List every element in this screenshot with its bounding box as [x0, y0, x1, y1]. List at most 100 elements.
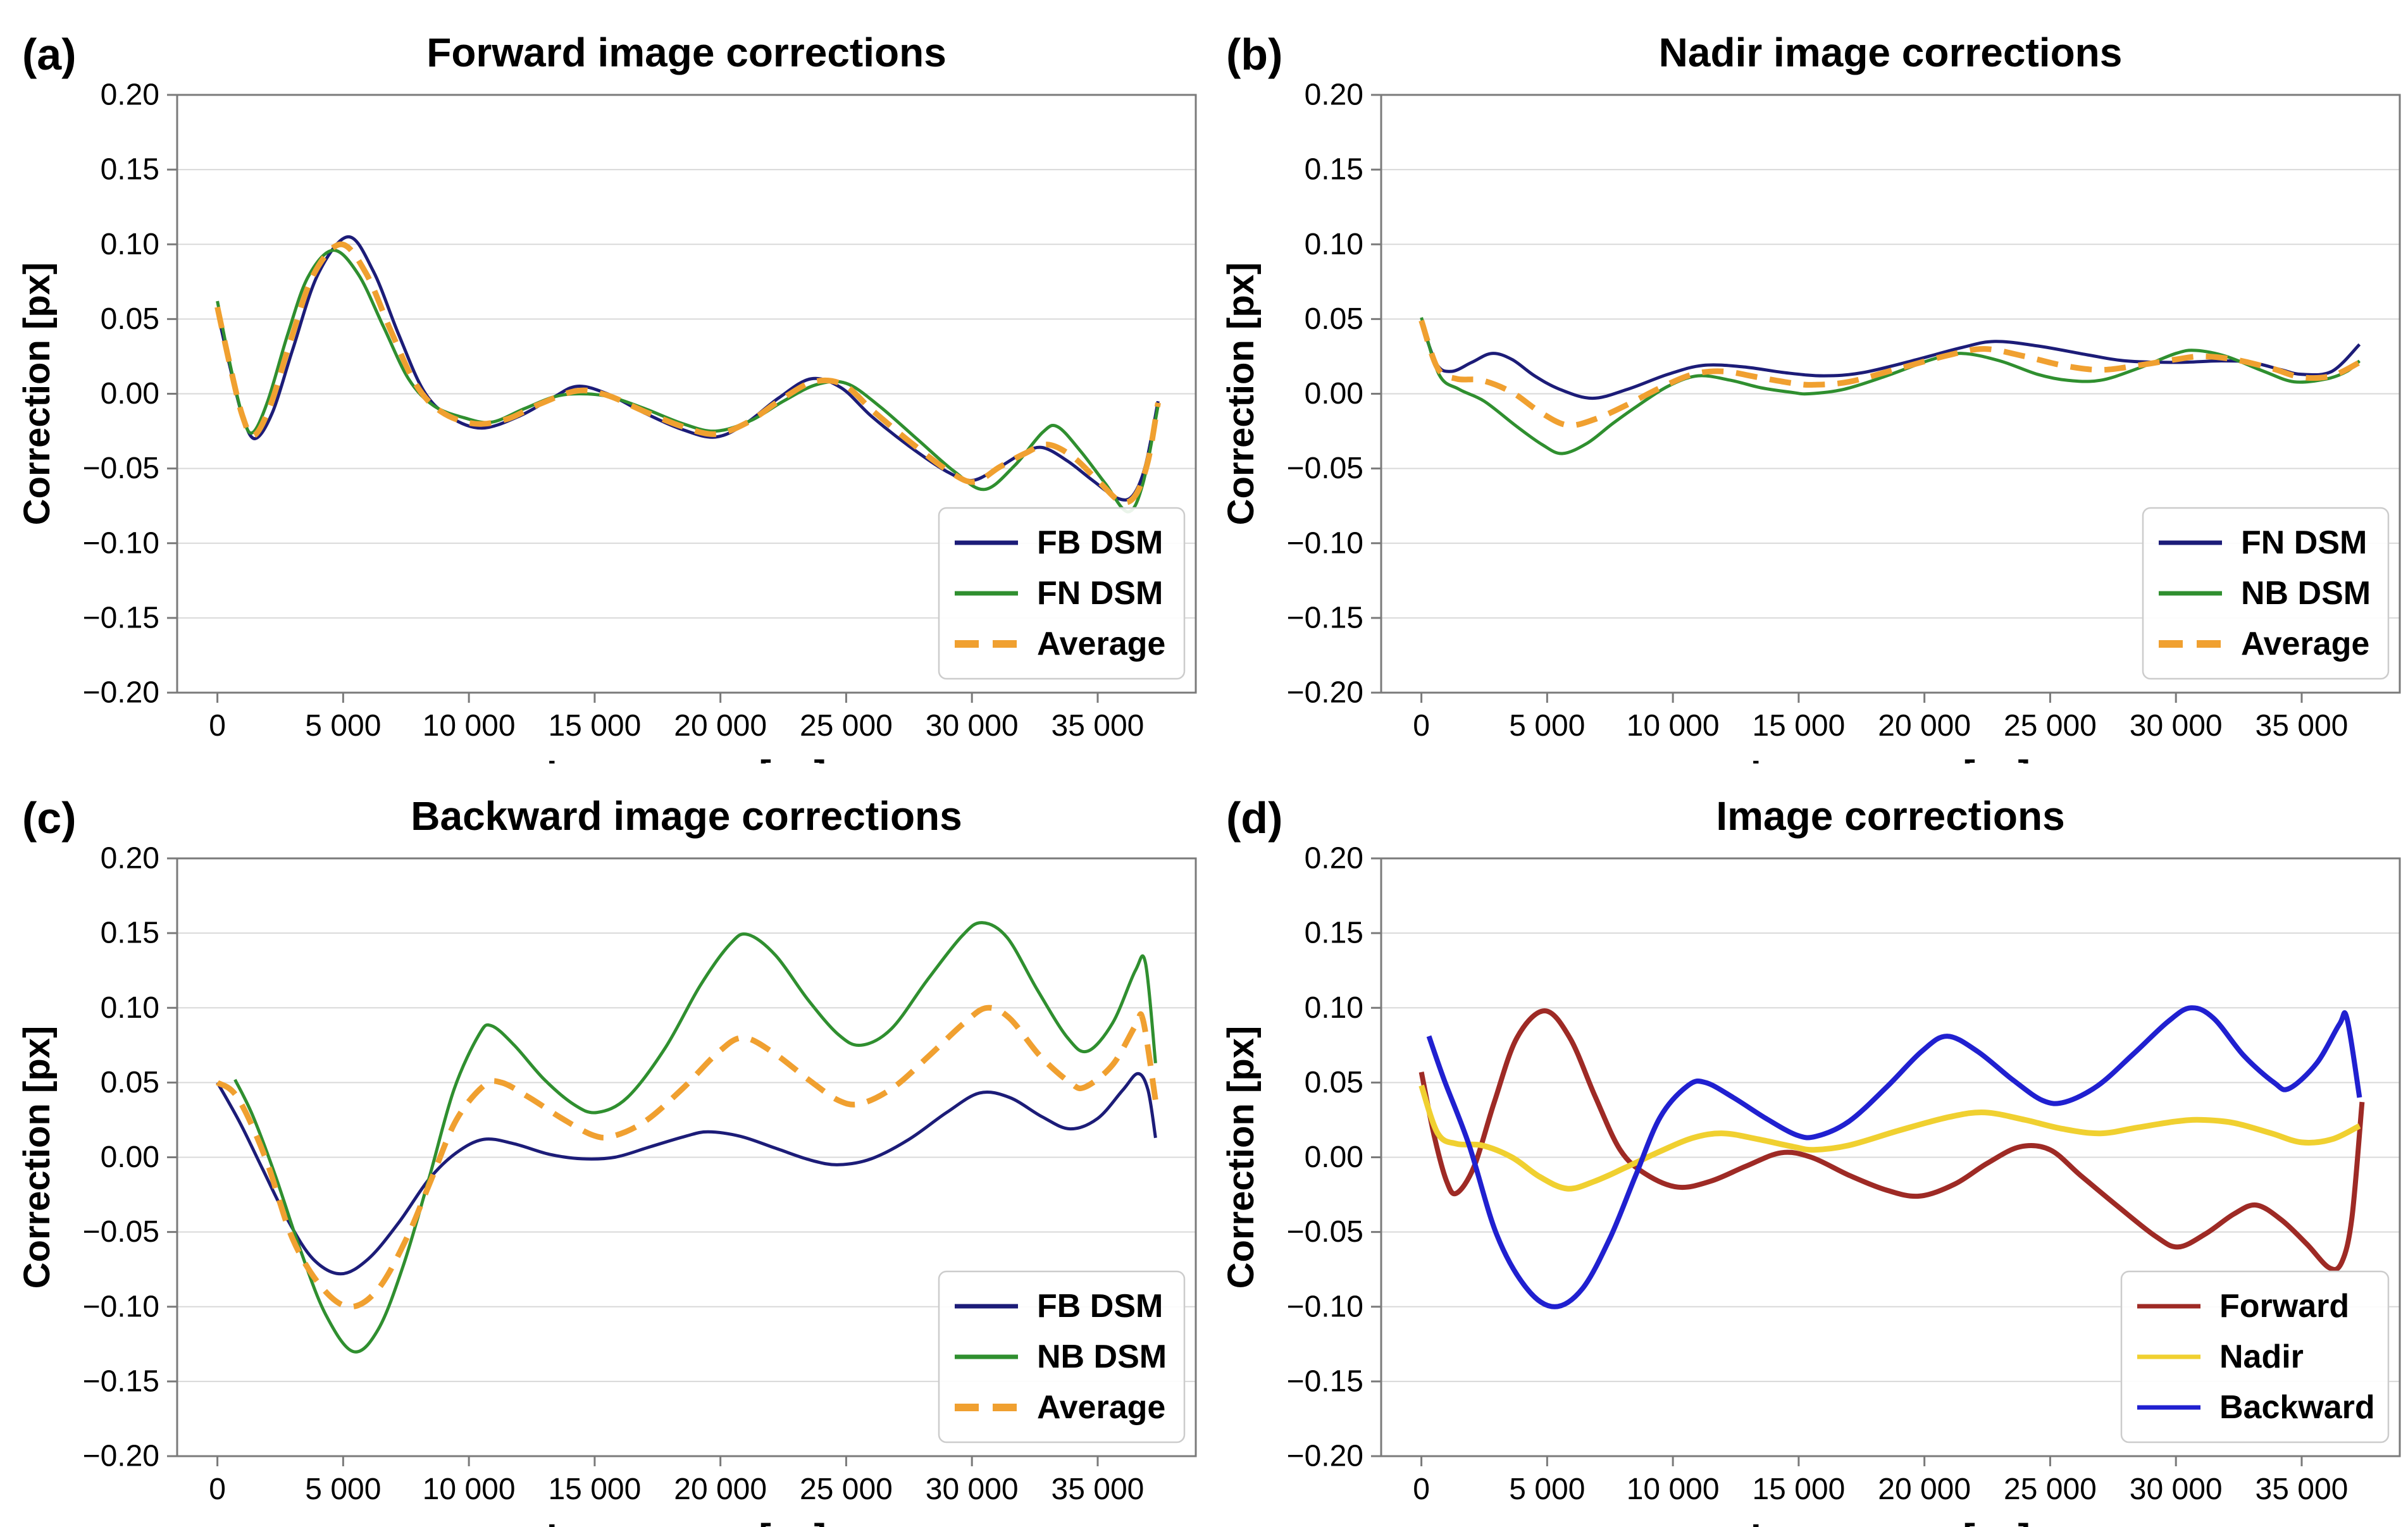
legend-label: Average: [2241, 626, 2369, 662]
x-tick-label: 30 000: [926, 709, 1019, 743]
x-tick-label: 5 000: [1509, 1473, 1585, 1506]
x-tick-label: 30 000: [926, 1473, 1019, 1506]
y-tick-label: −0.15: [83, 601, 159, 634]
x-tick-label: 35 000: [2256, 709, 2349, 743]
y-tick-label: 0.15: [101, 153, 159, 187]
y-axis-label: Correction [px]: [1220, 263, 1262, 526]
legend-label: Nadir: [2219, 1338, 2304, 1375]
y-tick-label: −0.15: [83, 1364, 159, 1398]
panel-a-forward-corrections: 0 5 000 10 000 15 000 20 000 25 000 30 000 35 0…: [0, 0, 1204, 764]
legend-label: Forward: [2219, 1288, 2349, 1325]
y-tick-label: 0.00: [1305, 1141, 1363, 1174]
legend: FB DSM NB DSM Average: [938, 1270, 1186, 1444]
chart-title: Forward image corrections: [426, 30, 946, 75]
y-tick-label: −0.20: [1287, 1440, 1363, 1473]
x-tick-label: 5 000: [305, 1473, 381, 1506]
series-line-fn-dsm: [216, 249, 1160, 514]
y-tick-label: 0.10: [101, 228, 159, 261]
x-tick-label: 35 000: [2256, 1473, 2349, 1506]
y-tick-label: 0.05: [1305, 302, 1363, 336]
series-line-average: [214, 241, 1161, 505]
y-tick-label: 0.00: [101, 1141, 159, 1174]
legend-box: [938, 507, 1186, 680]
y-axis-label: Correction [px]: [16, 1026, 58, 1289]
series-line-nadir: [1418, 1084, 2361, 1192]
x-tick-label: 25 000: [800, 1473, 893, 1506]
x-tick-label: 20 000: [1878, 709, 1971, 743]
series-line-average: [215, 1005, 1158, 1310]
y-tick-label: 0.15: [101, 917, 159, 950]
panel-tag: (a): [22, 30, 77, 79]
legend-label: FN DSM: [1037, 575, 1163, 612]
y-tick-label: −0.15: [1287, 1364, 1363, 1398]
x-tick-label: 10 000: [423, 1473, 516, 1506]
x-tick-label: 20 000: [674, 1473, 767, 1506]
chart-title: Backward image corrections: [411, 793, 962, 839]
legend: FN DSM NB DSM Average: [2142, 507, 2390, 680]
x-tick-label: 10 000: [1627, 709, 1720, 743]
legend-box: [2142, 507, 2390, 680]
series-line-fn-dsm: [1420, 321, 2361, 400]
y-tick-label: 0.20: [1305, 78, 1363, 112]
x-tick-label: 10 000: [423, 709, 516, 743]
x-tick-label: 0: [1413, 1473, 1430, 1506]
legend-label: FN DSM: [2241, 524, 2367, 561]
x-tick-label: 15 000: [548, 709, 641, 743]
y-tick-label: −0.10: [1287, 526, 1363, 560]
legend-label: Average: [1037, 1389, 1165, 1426]
x-tick-label: 25 000: [2004, 709, 2097, 743]
legend-label: Average: [1037, 626, 1165, 662]
legend-box: [2120, 1270, 2390, 1444]
y-tick-label: −0.05: [1287, 1215, 1363, 1249]
legend: Forward Nadir Backward: [2120, 1270, 2390, 1444]
y-tick-label: 0.10: [1305, 228, 1363, 261]
series-line-nb-dsm: [1420, 317, 2361, 455]
legend-box: [938, 1270, 1186, 1444]
x-axis-label: Image rows [px]: [547, 753, 826, 764]
panel-b-nadir-corrections: 0 5 000 10 000 15 000 20 000 25 000 30 000 35 0…: [1204, 0, 2408, 764]
panel-tag: (c): [22, 793, 77, 843]
y-tick-label: 0.10: [1305, 991, 1363, 1025]
x-tick-label: 35 000: [1052, 1473, 1145, 1506]
x-axis-label: Image rows [px]: [1751, 753, 2030, 764]
x-tick-label: 15 000: [1752, 1473, 1845, 1506]
x-tick-label: 30 000: [2130, 709, 2223, 743]
y-tick-label: −0.20: [83, 1440, 159, 1473]
panel-d-combined-corrections: 0 5 000 10 000 15 000 20 000 25 000 30 000 35 0…: [1204, 764, 2408, 1527]
x-tick-label: 20 000: [1878, 1473, 1971, 1506]
chart-backward-corrections: 0 5 000 10 000 15 000 20 000 25 000 30 000 35 0…: [16, 793, 1197, 1527]
y-tick-label: 0.05: [101, 1066, 159, 1099]
chart-title: Nadir image corrections: [1659, 30, 2123, 75]
y-tick-label: 0.15: [1305, 153, 1363, 187]
y-tick-label: 0.00: [1305, 377, 1363, 411]
y-tick-label: −0.20: [1287, 676, 1363, 710]
y-tick-label: −0.15: [1287, 601, 1363, 634]
x-tick-label: 15 000: [1752, 709, 1845, 743]
chart-title: Image corrections: [1716, 793, 2064, 839]
y-tick-label: −0.05: [83, 452, 159, 485]
x-tick-label: 0: [1413, 709, 1430, 743]
y-tick-label: 0.05: [1305, 1066, 1363, 1099]
y-tick-label: 0.20: [101, 842, 159, 875]
x-tick-label: 35 000: [1052, 709, 1145, 743]
y-tick-label: 0.05: [101, 302, 159, 336]
y-tick-label: −0.05: [83, 1215, 159, 1249]
y-axis-label: Correction [px]: [16, 263, 58, 526]
y-tick-label: −0.10: [1287, 1290, 1363, 1323]
y-tick-label: 0.00: [101, 377, 159, 411]
legend: FB DSM FN DSM Average: [938, 507, 1186, 680]
x-tick-label: 25 000: [2004, 1473, 2097, 1506]
panel-tag: (d): [1226, 793, 1282, 843]
series-line-forward: [1418, 1008, 2365, 1272]
series-line-fb-dsm: [216, 1072, 1157, 1276]
panel-c-backward-corrections: 0 5 000 10 000 15 000 20 000 25 000 30 000 35 0…: [0, 764, 1204, 1527]
series-line-nb-dsm: [233, 921, 1157, 1354]
x-tick-label: 30 000: [2130, 1473, 2223, 1506]
legend-label: Backward: [2219, 1389, 2375, 1426]
chart-forward-corrections: 0 5 000 10 000 15 000 20 000 25 000 30 000 35 0…: [16, 30, 1197, 764]
chart-nadir-corrections: 0 5 000 10 000 15 000 20 000 25 000 30 000 35 0…: [1220, 30, 2401, 764]
y-tick-label: 0.10: [101, 991, 159, 1025]
x-tick-label: 0: [209, 709, 226, 743]
y-tick-label: −0.10: [83, 526, 159, 560]
